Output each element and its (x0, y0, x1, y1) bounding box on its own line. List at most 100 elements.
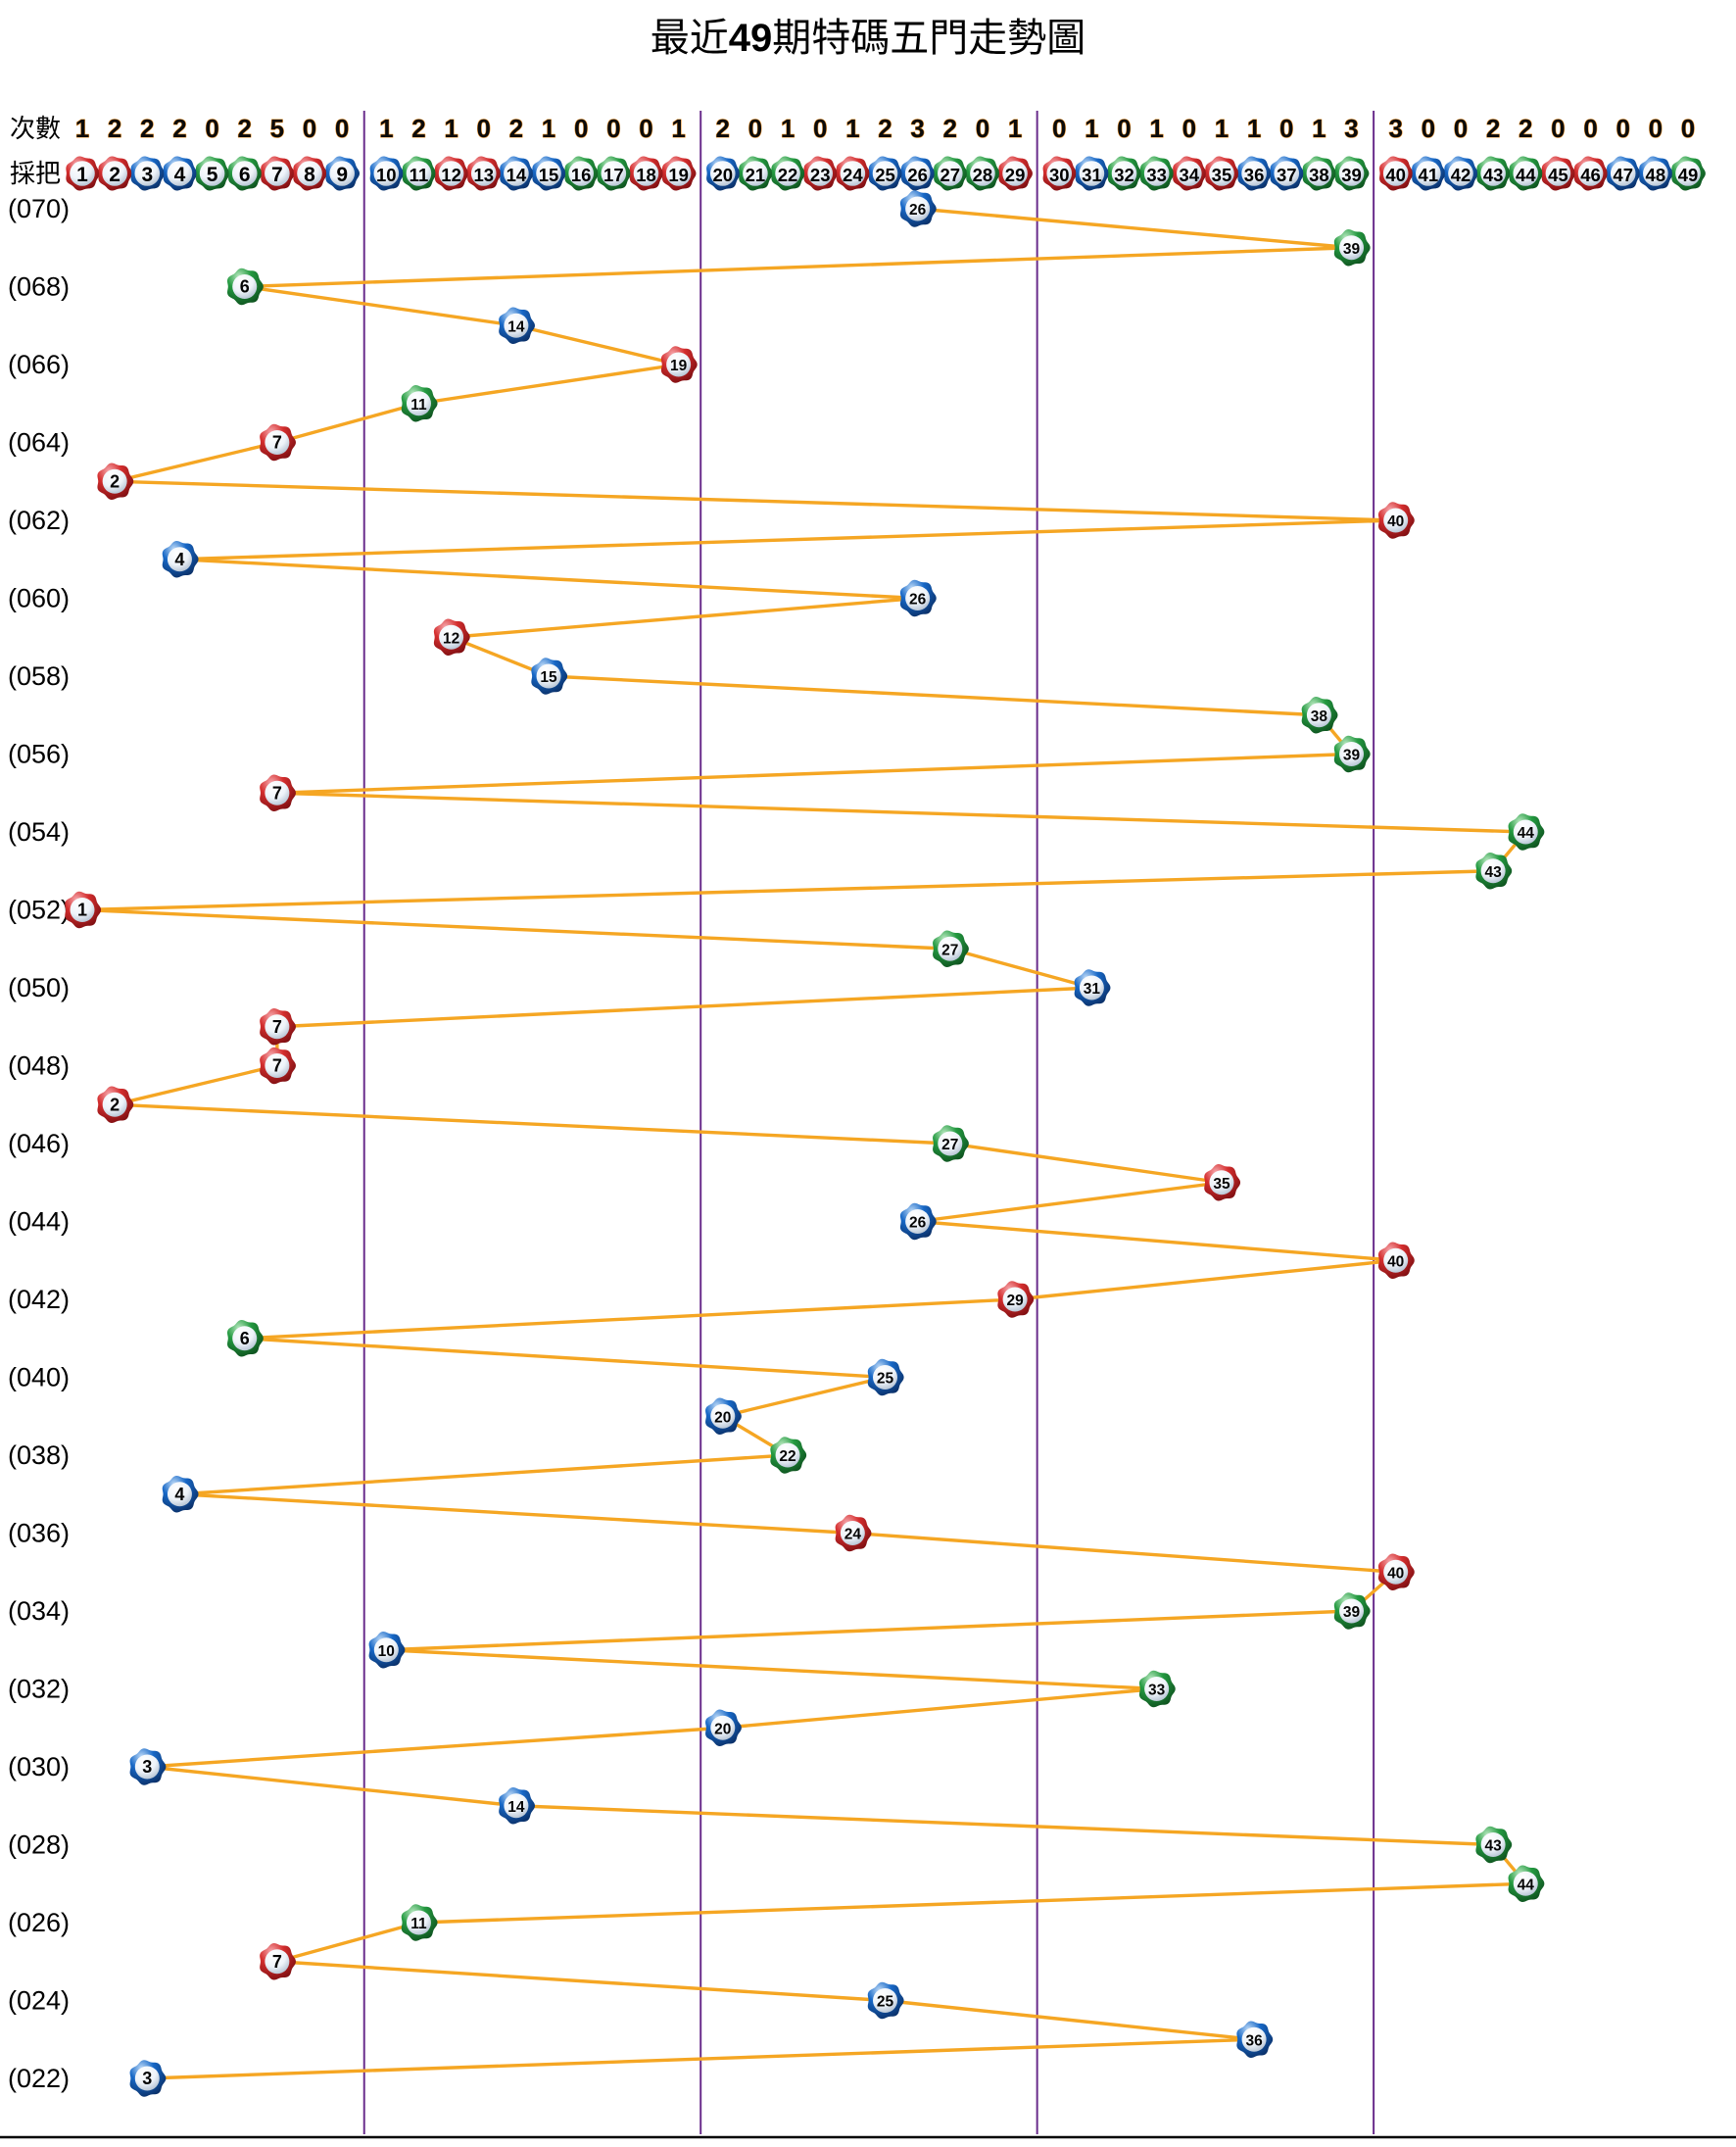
svg-text:24: 24 (844, 1527, 862, 1543)
svg-text:採把: 採把 (10, 159, 61, 188)
svg-text:2: 2 (109, 164, 121, 186)
svg-text:12: 12 (441, 165, 461, 185)
svg-text:3: 3 (141, 164, 153, 186)
svg-text:40: 40 (1387, 1565, 1404, 1582)
svg-text:48: 48 (1646, 165, 1666, 185)
svg-text:(048): (048) (8, 1051, 70, 1081)
svg-text:6: 6 (240, 277, 250, 297)
svg-text:7: 7 (272, 783, 282, 803)
svg-text:1: 1 (379, 114, 393, 143)
svg-text:(062): (062) (8, 506, 70, 535)
svg-text:33: 33 (1146, 165, 1167, 185)
svg-text:33: 33 (1148, 1683, 1166, 1699)
svg-text:14: 14 (507, 318, 525, 335)
svg-text:0: 0 (606, 114, 620, 143)
svg-text:1: 1 (845, 114, 859, 143)
svg-text:0: 0 (477, 114, 491, 143)
svg-text:25: 25 (875, 165, 895, 185)
svg-text:19: 19 (668, 165, 689, 185)
svg-text:35: 35 (1212, 165, 1232, 185)
svg-text:39: 39 (1343, 241, 1361, 258)
svg-text:(066): (066) (8, 350, 70, 379)
svg-text:46: 46 (1580, 165, 1601, 185)
svg-text:42: 42 (1451, 165, 1471, 185)
svg-text:19: 19 (670, 358, 688, 374)
svg-text:20: 20 (712, 165, 733, 185)
svg-text:39: 39 (1341, 165, 1362, 185)
svg-text:2: 2 (110, 471, 120, 491)
svg-text:0: 0 (1551, 114, 1565, 143)
svg-text:15: 15 (539, 165, 559, 185)
svg-text:1: 1 (1215, 114, 1229, 143)
svg-text:5: 5 (207, 164, 218, 186)
svg-text:3: 3 (910, 114, 924, 143)
svg-text:0: 0 (1454, 114, 1468, 143)
svg-text:(056): (056) (8, 740, 70, 769)
svg-text:1: 1 (444, 114, 458, 143)
svg-text:43: 43 (1484, 864, 1502, 881)
svg-text:(034): (034) (8, 1596, 70, 1626)
svg-text:2: 2 (1486, 114, 1500, 143)
svg-text:21: 21 (746, 165, 766, 185)
svg-text:36: 36 (1245, 2032, 1263, 2049)
svg-text:0: 0 (1681, 114, 1695, 143)
svg-text:38: 38 (1309, 165, 1329, 185)
svg-text:11: 11 (410, 1916, 427, 1932)
svg-text:0: 0 (1117, 114, 1131, 143)
svg-text:40: 40 (1385, 165, 1406, 185)
svg-text:11: 11 (410, 165, 429, 185)
svg-text:0: 0 (1052, 114, 1066, 143)
svg-text:35: 35 (1213, 1176, 1230, 1193)
svg-text:2: 2 (943, 114, 957, 143)
svg-text:36: 36 (1244, 165, 1265, 185)
svg-text:5: 5 (270, 114, 284, 143)
svg-text:1: 1 (75, 114, 89, 143)
svg-text:1: 1 (671, 114, 685, 143)
svg-text:2: 2 (878, 114, 892, 143)
svg-text:26: 26 (909, 202, 927, 219)
svg-text:6: 6 (240, 1329, 250, 1348)
svg-text:1: 1 (76, 164, 88, 186)
svg-text:0: 0 (303, 114, 316, 143)
svg-text:26: 26 (907, 165, 928, 185)
svg-text:2: 2 (1519, 114, 1532, 143)
svg-text:29: 29 (1006, 1293, 1024, 1309)
svg-text:(064): (064) (8, 428, 70, 458)
svg-text:27: 27 (940, 165, 961, 185)
svg-text:3: 3 (142, 1757, 152, 1777)
svg-text:10: 10 (376, 165, 397, 185)
svg-text:26: 26 (909, 592, 927, 609)
svg-text:25: 25 (877, 1371, 894, 1388)
svg-text:1: 1 (77, 901, 87, 920)
svg-text:(068): (068) (8, 272, 70, 302)
svg-text:13: 13 (473, 165, 494, 185)
svg-text:40: 40 (1387, 1253, 1404, 1270)
svg-text:4: 4 (174, 164, 186, 186)
svg-text:25: 25 (877, 1994, 894, 2011)
svg-text:2: 2 (716, 114, 730, 143)
svg-text:26: 26 (909, 1215, 927, 1232)
svg-text:47: 47 (1613, 165, 1633, 185)
svg-text:0: 0 (976, 114, 989, 143)
svg-text:1: 1 (542, 114, 555, 143)
svg-text:44: 44 (1518, 1877, 1535, 1893)
svg-text:39: 39 (1343, 748, 1361, 764)
svg-text:28: 28 (973, 165, 993, 185)
svg-text:27: 27 (941, 942, 958, 958)
svg-text:37: 37 (1277, 165, 1297, 185)
svg-text:17: 17 (603, 165, 624, 185)
svg-text:(070): (070) (8, 194, 70, 223)
svg-text:43: 43 (1483, 165, 1504, 185)
svg-text:0: 0 (1649, 114, 1663, 143)
svg-text:16: 16 (571, 165, 592, 185)
svg-text:0: 0 (1182, 114, 1196, 143)
svg-text:15: 15 (540, 669, 557, 686)
svg-text:20: 20 (714, 1409, 731, 1426)
svg-text:0: 0 (813, 114, 827, 143)
svg-text:44: 44 (1516, 165, 1536, 185)
svg-text:(044): (044) (8, 1207, 70, 1237)
svg-text:0: 0 (1583, 114, 1597, 143)
svg-text:30: 30 (1049, 165, 1070, 185)
svg-text:27: 27 (941, 1137, 958, 1153)
svg-text:(046): (046) (8, 1129, 70, 1158)
